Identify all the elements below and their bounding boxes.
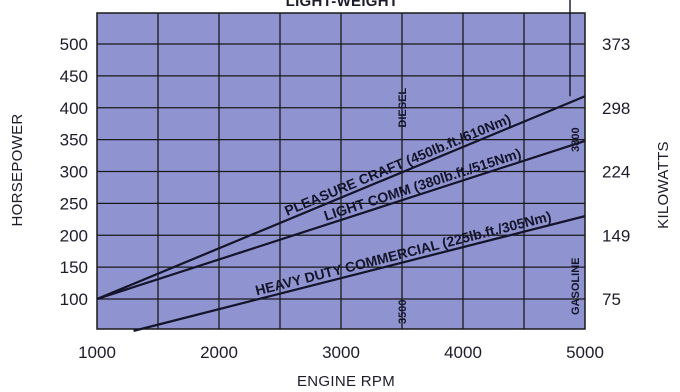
y2-tick-label: 373 — [602, 35, 630, 54]
y-tick-label: 300 — [60, 163, 88, 182]
x-axis-label: ENGINE RPM — [297, 373, 395, 390]
plot-border — [96, 12, 586, 330]
y2-axis-label: KILOWATTS — [655, 141, 672, 229]
chart-title: LIGHT-WEIGHT — [286, 0, 399, 10]
annotation-label: GASOLINE — [570, 258, 582, 315]
grid-lines — [97, 13, 585, 329]
annotation-label: DIESEL — [397, 88, 409, 128]
y2-tick-label: 298 — [602, 99, 630, 118]
y-tick-label: 350 — [60, 131, 88, 150]
y-tick-label: 500 — [60, 35, 88, 54]
x-tick-label: 2000 — [200, 343, 238, 362]
series-group — [96, 0, 586, 332]
y-tick-label: 400 — [60, 99, 88, 118]
y-axis-label: HORSEPOWER — [9, 113, 26, 226]
y-tick-label: 150 — [60, 258, 88, 277]
series-line-1 — [96, 95, 586, 301]
x-tick-label: 4000 — [444, 343, 482, 362]
series-line-2 — [96, 139, 586, 301]
y-tick-label: 250 — [60, 194, 88, 213]
x-tick-label: 3000 — [322, 343, 360, 362]
annotation-label: 3500 — [397, 300, 409, 324]
x-tick-label: 5000 — [566, 343, 604, 362]
y2-tick-label: 224 — [602, 163, 630, 182]
annotation-label: 3800 — [570, 127, 582, 151]
series-line-3 — [133, 215, 586, 332]
x-tick-label: 1000 — [78, 343, 116, 362]
y2-tick-label: 75 — [602, 290, 621, 309]
y2-tick-label: 149 — [602, 226, 630, 245]
y-tick-label: 200 — [60, 226, 88, 245]
y-tick-label: 100 — [60, 290, 88, 309]
y-tick-label: 450 — [60, 67, 88, 86]
